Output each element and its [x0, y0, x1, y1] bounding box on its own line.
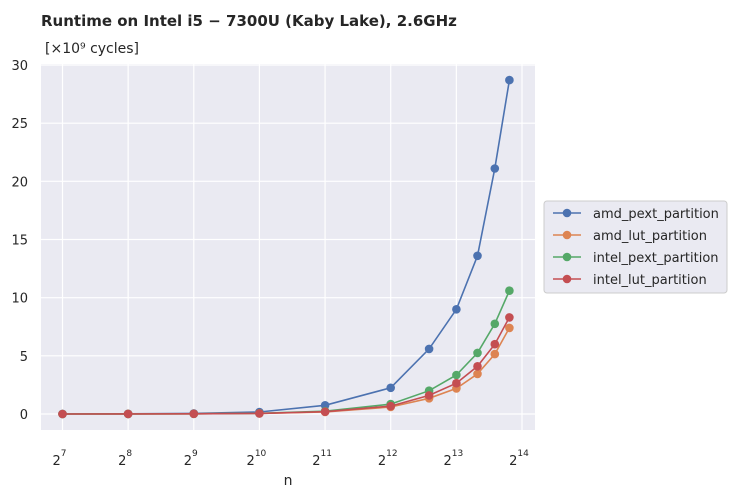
chart-title: Runtime on Intel i5 − 7300U (Kaby Lake),… [41, 12, 457, 30]
legend-box [543, 200, 728, 294]
y-tick-label: 10 [11, 292, 28, 307]
legend-swatch-marker [562, 252, 572, 262]
legend: amd_pext_partition amd_lut_partitionintel… [543, 200, 728, 294]
y-tick-label: 5 [20, 350, 28, 365]
data-point-amd_pext_partition [386, 383, 396, 393]
plot-area [41, 64, 535, 430]
x-axis-label: n [284, 473, 293, 489]
data-point-intel_pext_partition [505, 286, 514, 296]
data-point-intel_lut_partition [424, 391, 434, 400]
y-tick-label: 30 [11, 59, 28, 74]
legend-swatch-marker [562, 230, 572, 240]
data-point-intel_lut_partition [255, 409, 264, 418]
x-tick-label: 212 [378, 449, 398, 469]
data-point-amd_pext_partition [452, 305, 461, 314]
x-axis-ticks: 27 28 29 210 211 212 213 214 [52, 449, 529, 469]
y-tick-label: 20 [11, 175, 28, 190]
data-point-intel_lut_partition [505, 313, 514, 322]
data-point-amd_lut_partition [505, 323, 514, 333]
data-point-amd_lut_partition [473, 369, 482, 379]
data-point-intel_lut_partition [189, 409, 199, 419]
x-tick-label: 28 [118, 449, 132, 469]
x-tick-label: 210 [247, 449, 267, 469]
data-point-intel_lut_partition [123, 409, 133, 419]
x-tick-label: 213 [443, 449, 463, 469]
data-point-amd_pext_partition [424, 344, 434, 354]
legend-label: amd_pext_partition [593, 207, 719, 222]
grid-lines [41, 64, 535, 430]
x-tick-label: 27 [52, 449, 66, 469]
data-point-intel_pext_partition [473, 348, 482, 358]
legend-label: intel_pext_partition [593, 251, 719, 266]
data-point-intel_lut_partition [58, 409, 67, 419]
data-point-intel_pext_partition [452, 370, 461, 380]
data-point-amd_pext_partition [473, 251, 482, 261]
data-point-amd_pext_partition [490, 164, 500, 173]
series-group [58, 75, 514, 419]
legend-label: intel_lut_partition [593, 273, 707, 288]
data-point-amd_pext_partition [320, 401, 330, 410]
data-point-amd_pext_partition [505, 75, 514, 85]
legend-swatch-marker [562, 274, 572, 284]
data-point-intel_lut_partition [320, 407, 330, 417]
y-tick-label: 0 [20, 408, 28, 423]
data-point-intel_lut_partition [473, 362, 482, 371]
x-tick-label: 29 [184, 449, 198, 469]
data-point-amd_lut_partition [490, 349, 500, 359]
data-point-intel_lut_partition [386, 401, 396, 411]
y-tick-label: 15 [11, 234, 28, 249]
x-tick-label: 211 [312, 449, 332, 469]
legend-swatch-marker [562, 208, 572, 218]
x-tick-label: 214 [509, 449, 529, 469]
y-axis-ticks: 0 5 10 15 20 25 30 [11, 59, 28, 423]
data-point-intel_lut_partition [490, 339, 500, 349]
legend-label: amd_lut_partition [593, 229, 707, 244]
unit-label: [×10⁹ cycles] [45, 41, 139, 57]
data-point-intel_pext_partition [490, 319, 500, 329]
data-point-intel_lut_partition [452, 378, 461, 388]
y-tick-label: 25 [11, 117, 28, 132]
